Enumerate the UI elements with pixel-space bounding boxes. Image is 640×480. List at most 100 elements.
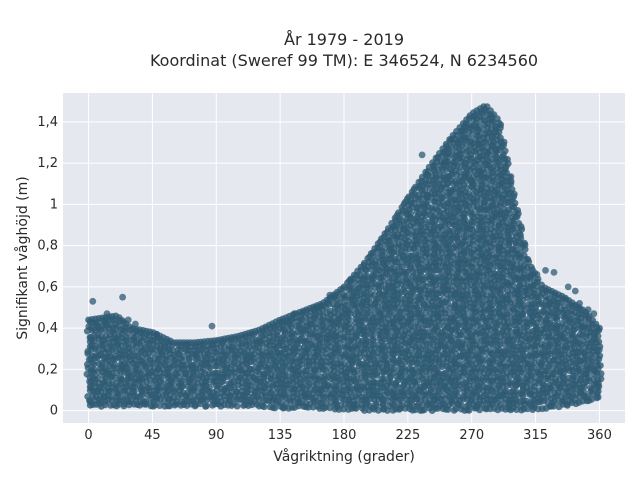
data-point — [485, 323, 493, 331]
data-point — [514, 207, 522, 214]
data-point — [497, 121, 505, 129]
data-point — [132, 320, 139, 328]
data-point — [505, 209, 513, 217]
y-tick-label: 0,4 — [37, 321, 58, 336]
data-point — [542, 267, 549, 274]
data-point — [233, 388, 241, 395]
data-point — [512, 388, 520, 396]
data-point — [411, 292, 418, 300]
data-point — [533, 271, 541, 278]
data-point — [493, 115, 501, 122]
x-tick-label: 270 — [459, 428, 484, 443]
data-point — [353, 401, 361, 408]
data-point — [576, 300, 583, 307]
data-point — [207, 364, 214, 371]
data-point — [366, 309, 374, 316]
data-point — [261, 390, 269, 397]
data-point — [260, 403, 268, 411]
chart-subtitle: Koordinat (Sweref 99 TM): E 346524, N 62… — [150, 51, 538, 70]
data-point — [373, 370, 381, 377]
data-point — [380, 247, 388, 255]
data-point — [264, 361, 272, 369]
data-point — [90, 360, 98, 368]
data-point — [373, 263, 380, 270]
data-point — [312, 372, 320, 379]
data-point — [312, 304, 319, 311]
data-point — [148, 346, 156, 353]
data-point — [597, 362, 604, 369]
data-point — [298, 321, 306, 328]
x-tick-label: 180 — [332, 428, 357, 443]
data-point — [271, 404, 279, 412]
data-point — [179, 382, 186, 390]
data-point — [373, 402, 380, 409]
data-point — [595, 338, 603, 346]
data-point — [511, 199, 519, 207]
data-point — [504, 156, 511, 163]
x-tick-label: 135 — [268, 428, 293, 443]
x-tick-label: 360 — [587, 428, 612, 443]
data-point — [390, 402, 398, 409]
data-point — [94, 375, 102, 382]
data-point — [418, 151, 426, 159]
data-point — [594, 332, 602, 340]
data-point — [501, 147, 509, 155]
data-point — [156, 402, 164, 409]
data-point — [311, 394, 319, 402]
data-point — [203, 402, 210, 410]
data-point — [180, 352, 187, 360]
data-point — [159, 379, 167, 387]
data-point — [550, 269, 558, 276]
data-point — [370, 337, 377, 344]
y-tick-label: 1,2 — [37, 156, 58, 171]
data-point — [596, 324, 603, 332]
y-tick-label: 1 — [50, 197, 58, 212]
data-point — [108, 393, 115, 401]
data-point — [141, 359, 149, 367]
data-point — [386, 236, 394, 244]
data-point — [381, 311, 388, 319]
data-point — [312, 320, 319, 328]
data-point — [264, 380, 271, 388]
data-point — [366, 360, 374, 368]
data-point — [527, 263, 535, 271]
data-point — [326, 404, 334, 412]
data-point — [119, 393, 126, 401]
data-point — [393, 383, 401, 390]
data-point — [590, 310, 598, 318]
data-point — [227, 389, 235, 397]
data-point — [119, 293, 126, 301]
data-point — [376, 243, 384, 251]
data-point — [208, 322, 216, 330]
data-point — [379, 401, 387, 409]
data-point — [380, 375, 388, 383]
data-point — [117, 380, 125, 388]
data-point — [564, 283, 572, 291]
data-point — [124, 365, 132, 373]
data-point — [345, 320, 353, 328]
chart-title: År 1979 - 2019 — [284, 30, 404, 49]
y-tick-label: 0 — [50, 404, 58, 419]
data-point — [384, 356, 391, 364]
data-point — [407, 210, 415, 218]
y-tick-label: 0,6 — [37, 280, 58, 295]
data-point — [103, 310, 111, 318]
data-point — [206, 383, 213, 391]
y-tick-label: 0,2 — [37, 362, 58, 377]
data-point — [517, 223, 525, 231]
data-point — [340, 360, 348, 368]
x-tick-label: 90 — [208, 428, 225, 443]
data-point — [517, 231, 524, 239]
data-point — [118, 375, 125, 383]
data-point — [510, 190, 518, 198]
data-point — [420, 314, 428, 322]
x-tick-label: 45 — [144, 428, 161, 443]
data-point — [390, 356, 397, 364]
y-tick-label: 0,8 — [37, 239, 58, 254]
data-point — [370, 291, 378, 298]
x-tick-label: 0 — [84, 428, 92, 443]
y-axis-label: Signifikant våghöjd (m) — [14, 176, 31, 339]
data-point — [462, 311, 469, 319]
data-point — [107, 322, 115, 329]
